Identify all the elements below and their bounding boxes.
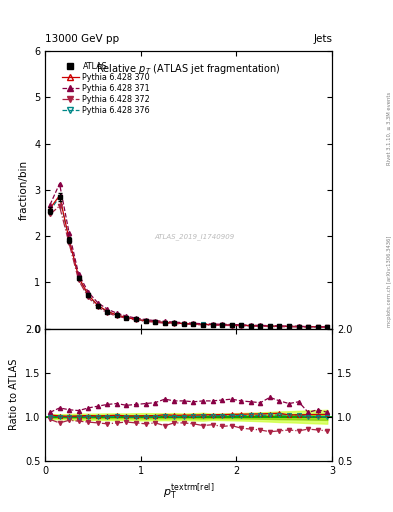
Text: Jets: Jets xyxy=(313,33,332,44)
Y-axis label: Ratio to ATLAS: Ratio to ATLAS xyxy=(9,359,19,431)
Text: Rivet 3.1.10, ≥ 3.3M events: Rivet 3.1.10, ≥ 3.3M events xyxy=(387,91,392,165)
Legend: ATLAS, Pythia 6.428 370, Pythia 6.428 371, Pythia 6.428 372, Pythia 6.428 376: ATLAS, Pythia 6.428 370, Pythia 6.428 37… xyxy=(58,58,153,118)
Y-axis label: fraction/bin: fraction/bin xyxy=(18,160,29,220)
X-axis label: $p_{\rm T}^{\rm textrm[rel]}$: $p_{\rm T}^{\rm textrm[rel]}$ xyxy=(163,481,214,502)
Text: ATLAS_2019_I1740909: ATLAS_2019_I1740909 xyxy=(154,234,235,241)
Text: 13000 GeV pp: 13000 GeV pp xyxy=(45,33,119,44)
Text: Relative $p_{T}$ (ATLAS jet fragmentation): Relative $p_{T}$ (ATLAS jet fragmentatio… xyxy=(96,62,281,76)
Text: mcplots.cern.ch [arXiv:1306.3436]: mcplots.cern.ch [arXiv:1306.3436] xyxy=(387,236,392,327)
